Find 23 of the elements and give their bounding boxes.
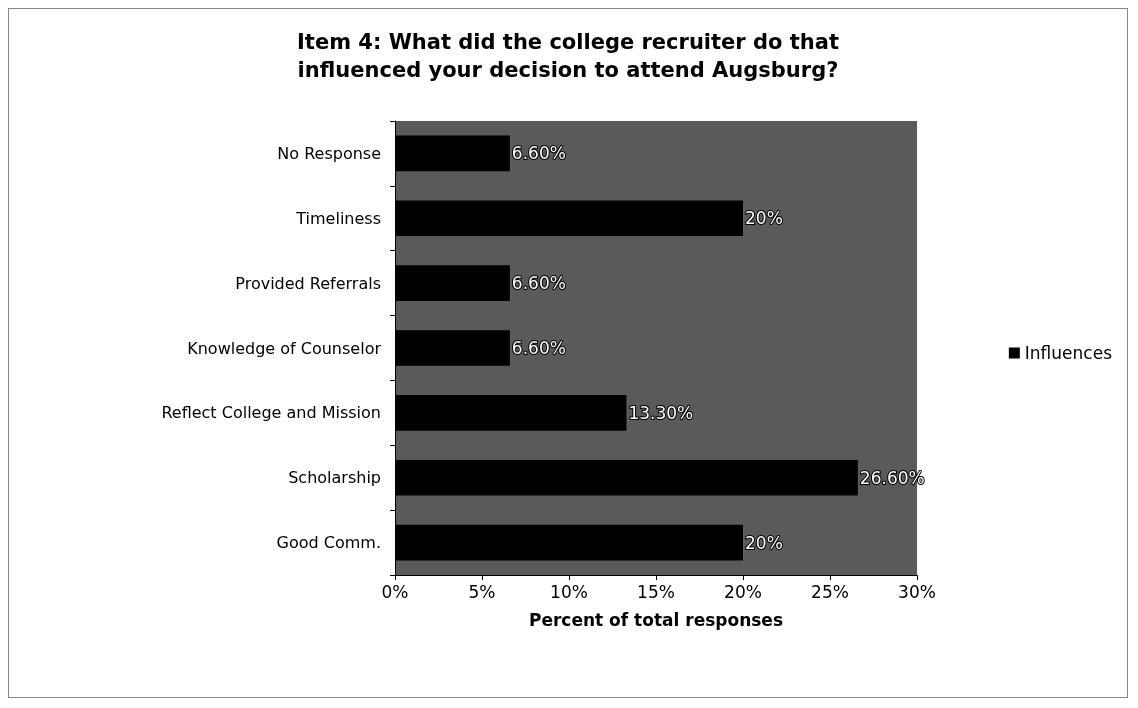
data-label: 6.60% (511, 273, 566, 294)
y-tick-label: Knowledge of Counselor (187, 338, 382, 358)
y-tick-label: Timeliness (295, 208, 381, 228)
data-label: 6.60% (511, 338, 566, 358)
x-tick-label: 0% (381, 581, 409, 602)
y-tick-label: Scholarship (288, 468, 381, 488)
x-tick-label: 30% (898, 581, 936, 602)
x-tick-label: 15% (637, 581, 675, 602)
legend-label: Influences (1024, 343, 1113, 363)
y-tick-label: Good Comm. (276, 533, 381, 553)
y-tick-label: Provided Referrals (235, 273, 381, 293)
data-label: 13.30% (628, 402, 694, 423)
y-tick-label: Reflect College and Mission (161, 403, 381, 423)
x-tick-label: 5% (468, 581, 496, 602)
chart-title: Item 4: What did the college recruiter do that influenced your decision to attend Augsburg? (297, 30, 839, 82)
x-axis-title: Percent of total responses (528, 609, 784, 630)
x-tick-label: 20% (724, 581, 762, 602)
data-label: 20% (745, 532, 783, 553)
data-label: 20% (745, 208, 783, 229)
x-tick-label: 25% (811, 581, 849, 602)
y-tick-label: No Response (277, 143, 381, 163)
x-tick-label: 10% (550, 581, 588, 602)
data-label: 6.60% (511, 143, 566, 164)
